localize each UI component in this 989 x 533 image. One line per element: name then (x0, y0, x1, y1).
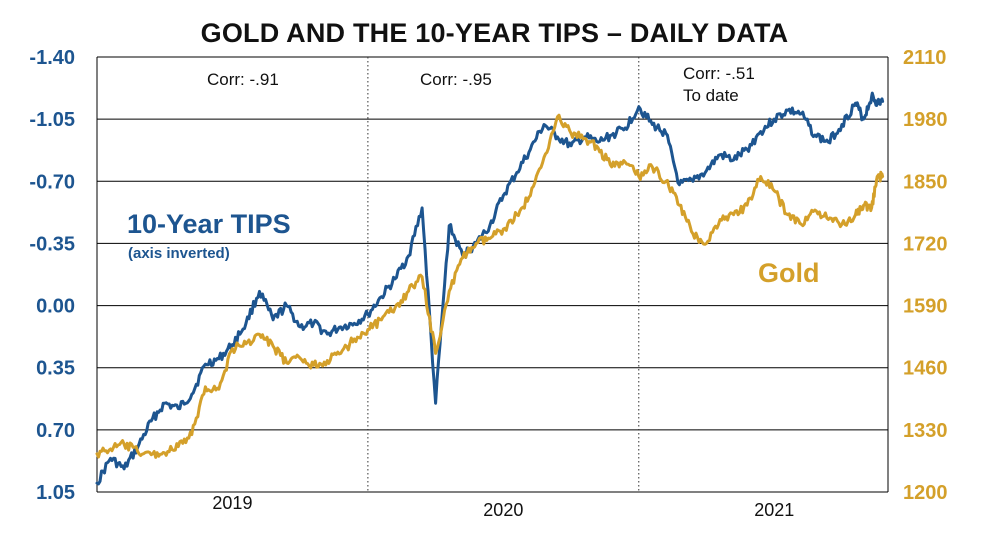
tips-series-line (95, 91, 885, 486)
x-tick-label: 2019 (212, 493, 252, 513)
right-tick-label: 1590 (903, 296, 948, 318)
chart-title: GOLD AND THE 10-YEAR TIPS – DAILY DATA (200, 18, 789, 48)
legend-tips-sublabel: (axis inverted) (128, 245, 230, 262)
left-tick-label: 0.00 (36, 296, 75, 318)
right-tick-label: 1200 (903, 482, 948, 504)
gridlines (96, 56, 889, 493)
annotation-text: Corr: -.51 (683, 64, 755, 83)
left-tick-label: -0.70 (29, 171, 75, 193)
right-tick-label: 1720 (903, 233, 948, 255)
left-axis-ticks: -1.40 -1.05 -0.70 -0.35 0.00 0.35 0.70 1.05 (29, 47, 75, 504)
annotation-text: To date (683, 86, 739, 105)
x-axis-ticks: 2019 2020 2021 (212, 493, 794, 520)
right-tick-label: 1330 (903, 420, 948, 442)
left-tick-label: -1.05 (29, 109, 75, 131)
x-tick-label: 2020 (483, 500, 523, 520)
correlation-annotations: Corr: -.91 Corr: -.95 Corr: -.51 To date (207, 64, 755, 105)
annotation-text: Corr: -.91 (207, 70, 279, 89)
right-axis-ticks: 2110 1980 1850 1720 1590 1460 1330 1200 (903, 47, 948, 504)
x-tick-label: 2021 (754, 500, 794, 520)
left-tick-label: -1.40 (29, 47, 75, 69)
right-tick-label: 2110 (903, 47, 946, 69)
annotation-text: Corr: -.95 (420, 70, 492, 89)
left-tick-label: -0.35 (29, 233, 75, 255)
gold-series-line (95, 113, 885, 459)
right-tick-label: 1980 (903, 109, 948, 131)
right-tick-label: 1460 (903, 358, 948, 380)
series-lines (95, 91, 885, 486)
legend-gold: Gold (758, 258, 820, 288)
year-dividers (367, 57, 640, 492)
legend-tips: 10-Year TIPS (127, 209, 291, 239)
left-tick-label: 0.70 (36, 420, 75, 442)
left-tick-label: 0.35 (36, 358, 75, 380)
left-tick-label: 1.05 (36, 482, 75, 504)
right-tick-label: 1850 (903, 171, 948, 193)
